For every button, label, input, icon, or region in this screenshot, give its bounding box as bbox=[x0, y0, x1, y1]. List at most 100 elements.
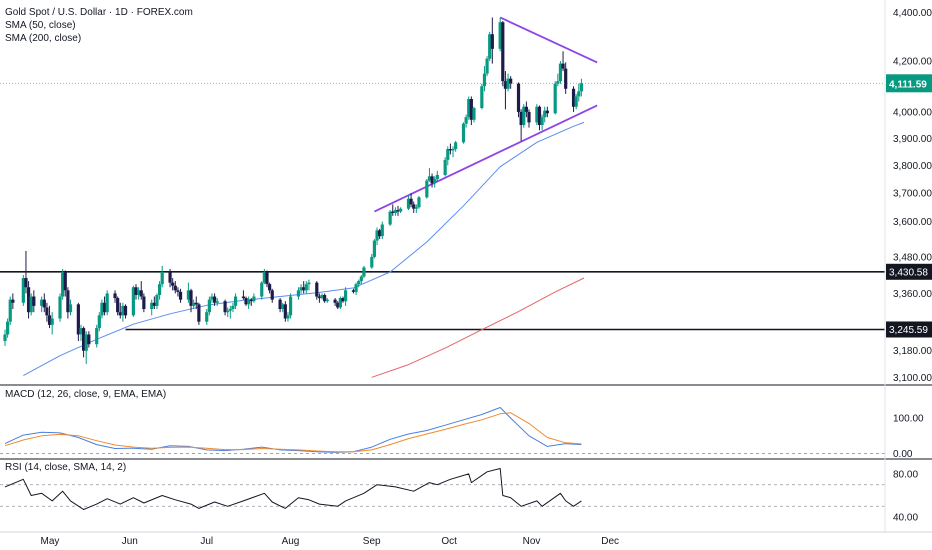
candle-body[interactable] bbox=[3, 334, 7, 341]
candle-body[interactable] bbox=[561, 63, 565, 69]
candle-body[interactable] bbox=[100, 302, 104, 316]
candle-body[interactable] bbox=[95, 328, 99, 345]
candle-body[interactable] bbox=[247, 299, 251, 305]
candle-body[interactable] bbox=[524, 106, 528, 112]
candle-body[interactable] bbox=[341, 298, 345, 302]
candle-body[interactable] bbox=[579, 83, 583, 92]
candle-body[interactable] bbox=[406, 198, 411, 209]
candle-body[interactable] bbox=[446, 149, 450, 160]
candle-body[interactable] bbox=[231, 305, 235, 310]
candle-body[interactable] bbox=[461, 123, 466, 143]
candle-body[interactable] bbox=[58, 296, 62, 319]
candle-body[interactable] bbox=[571, 88, 576, 107]
candle-body[interactable] bbox=[464, 117, 468, 124]
candle-body[interactable] bbox=[296, 290, 301, 297]
price-pane[interactable] bbox=[0, 16, 885, 378]
candle-body[interactable] bbox=[173, 285, 177, 291]
candle-body[interactable] bbox=[315, 282, 319, 297]
candle-body[interactable] bbox=[556, 81, 560, 84]
candle-body[interactable] bbox=[121, 305, 125, 316]
candle-body[interactable] bbox=[414, 207, 418, 209]
candle-body[interactable] bbox=[137, 290, 141, 295]
candle-body[interactable] bbox=[488, 34, 492, 59]
rsi-pane[interactable] bbox=[0, 468, 885, 510]
candle-body[interactable] bbox=[116, 298, 120, 313]
candle-body[interactable] bbox=[357, 281, 361, 285]
candle-body[interactable] bbox=[142, 296, 146, 310]
candle-body[interactable] bbox=[32, 296, 36, 306]
candle-body[interactable] bbox=[351, 290, 356, 292]
candle-body[interactable] bbox=[564, 68, 568, 89]
candle-body[interactable] bbox=[207, 299, 211, 313]
candle-body[interactable] bbox=[323, 294, 327, 302]
candle-body[interactable] bbox=[467, 99, 471, 118]
candle-body[interactable] bbox=[540, 117, 544, 126]
candle-body[interactable] bbox=[480, 86, 484, 109]
candle-body[interactable] bbox=[45, 307, 49, 316]
candle-body[interactable] bbox=[26, 287, 31, 313]
candle-body[interactable] bbox=[205, 312, 209, 322]
candle-body[interactable] bbox=[333, 299, 337, 303]
candle-body[interactable] bbox=[21, 278, 25, 303]
candle-body[interactable] bbox=[155, 294, 159, 306]
candle-body[interactable] bbox=[113, 293, 117, 299]
candle-body[interactable] bbox=[79, 328, 83, 335]
candle-body[interactable] bbox=[50, 318, 54, 325]
candle-body[interactable] bbox=[469, 99, 473, 120]
candle-body[interactable] bbox=[388, 211, 392, 225]
candle-body[interactable] bbox=[307, 282, 311, 285]
candle-body[interactable] bbox=[501, 22, 505, 82]
candle-body[interactable] bbox=[270, 290, 274, 300]
candle-body[interactable] bbox=[42, 299, 46, 308]
candle-body[interactable] bbox=[68, 304, 73, 313]
candle-body[interactable] bbox=[574, 96, 578, 107]
macd-pane[interactable] bbox=[0, 407, 885, 454]
candle-body[interactable] bbox=[152, 302, 156, 306]
candle-body[interactable] bbox=[503, 81, 508, 89]
candle-body[interactable] bbox=[451, 149, 455, 151]
candle-body[interactable] bbox=[372, 240, 377, 257]
candle-body[interactable] bbox=[482, 73, 487, 87]
candle-body[interactable] bbox=[430, 176, 434, 184]
candle-body[interactable] bbox=[192, 302, 196, 306]
candle-body[interactable] bbox=[325, 299, 329, 302]
candle-body[interactable] bbox=[210, 296, 214, 300]
candle-body[interactable] bbox=[265, 271, 269, 285]
candle-body[interactable] bbox=[178, 291, 183, 300]
candle-body[interactable] bbox=[519, 111, 523, 126]
candle-body[interactable] bbox=[8, 299, 12, 322]
candle-body[interactable] bbox=[435, 174, 439, 180]
candle-body[interactable] bbox=[320, 294, 324, 299]
candle-body[interactable] bbox=[393, 210, 397, 213]
candle-body[interactable] bbox=[454, 142, 458, 150]
candle-body[interactable] bbox=[197, 304, 201, 322]
candle-body[interactable] bbox=[11, 299, 15, 303]
candle-body[interactable] bbox=[157, 284, 162, 295]
candle-body[interactable] bbox=[506, 78, 510, 89]
candle-body[interactable] bbox=[171, 282, 175, 286]
candle-body[interactable] bbox=[249, 299, 253, 302]
candle-body[interactable] bbox=[82, 328, 86, 351]
candle-body[interactable] bbox=[194, 302, 198, 305]
candle-body[interactable] bbox=[278, 299, 282, 310]
candle-body[interactable] bbox=[61, 271, 65, 297]
candle-body[interactable] bbox=[244, 298, 248, 305]
candle-body[interactable] bbox=[380, 224, 384, 237]
candle-body[interactable] bbox=[396, 210, 400, 212]
candle-body[interactable] bbox=[485, 58, 489, 74]
candle-body[interactable] bbox=[213, 296, 217, 303]
candle-body[interactable] bbox=[433, 179, 437, 184]
candle-body[interactable] bbox=[66, 290, 70, 313]
candle-body[interactable] bbox=[577, 91, 581, 97]
candle-body[interactable] bbox=[359, 276, 363, 282]
candle-body[interactable] bbox=[24, 278, 28, 288]
candle-body[interactable] bbox=[262, 271, 266, 283]
candle-body[interactable] bbox=[123, 305, 128, 316]
candle-body[interactable] bbox=[498, 22, 502, 49]
candle-body[interactable] bbox=[189, 290, 193, 306]
candle-body[interactable] bbox=[215, 301, 219, 303]
candle-body[interactable] bbox=[283, 304, 287, 319]
candle-body[interactable] bbox=[537, 106, 542, 126]
candle-body[interactable] bbox=[288, 296, 293, 316]
